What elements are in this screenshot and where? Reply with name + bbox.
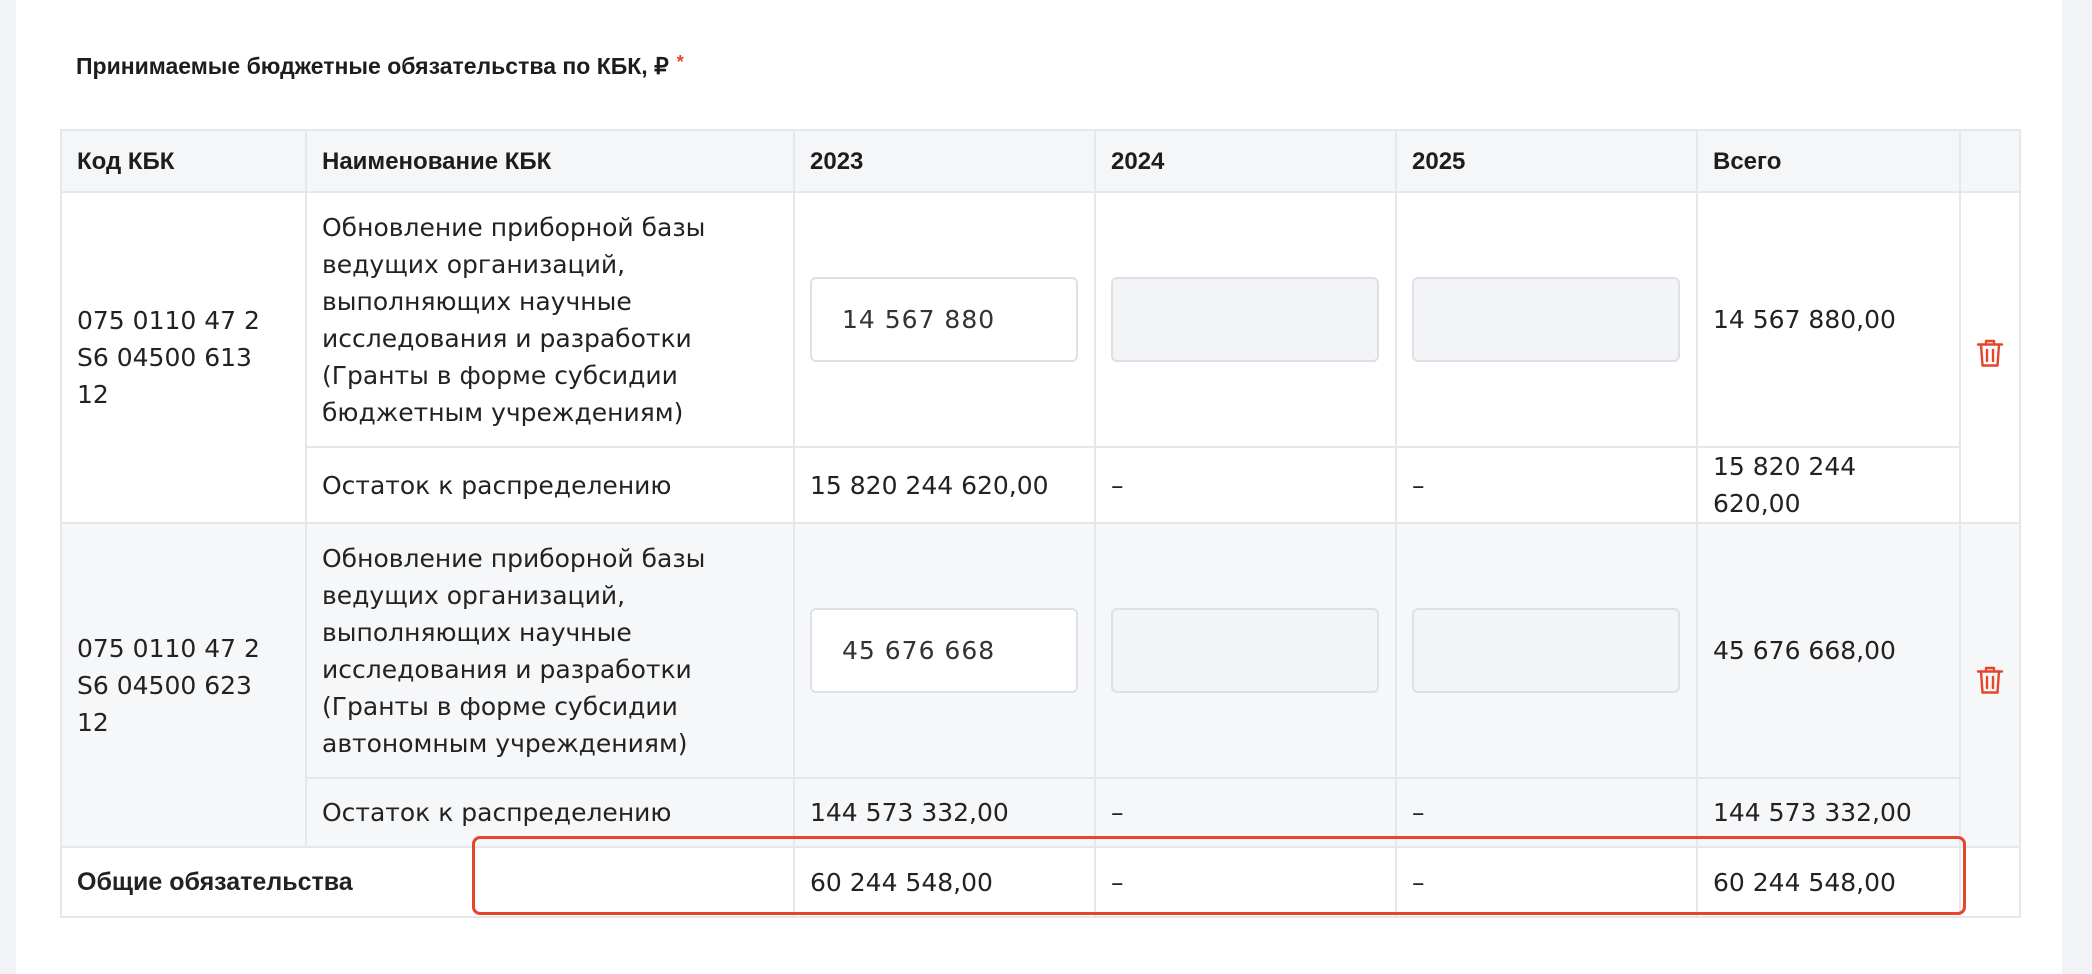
- header-2024: 2024: [1094, 129, 1397, 193]
- remainder-2023: 144 573 332,00: [793, 777, 1096, 848]
- header-name: Наименование КБК: [305, 129, 795, 193]
- trash-icon[interactable]: [1976, 338, 2004, 368]
- amount-2023-input[interactable]: 45 676 668: [810, 608, 1078, 693]
- remainder-row: Остаток к распределению 144 573 332,00 –…: [61, 777, 2020, 848]
- section-title-text: Принимаемые бюджетные обязательства по К…: [76, 53, 669, 79]
- total-actions-empty: [1959, 846, 2021, 918]
- kbk-name-cell: Обновление приборной базы ведущих органи…: [305, 522, 795, 779]
- section-title: Принимаемые бюджетные обязательства по К…: [76, 52, 684, 80]
- remainder-label: Остаток к распределению: [305, 446, 795, 524]
- row-actions-cell: [1959, 191, 2021, 524]
- amount-2024-input: [1111, 277, 1379, 362]
- remainder-total: 144 573 332,00: [1696, 777, 1961, 848]
- remainder-2025: –: [1395, 777, 1698, 848]
- amount-2023-cell: 45 676 668: [793, 522, 1096, 779]
- remainder-2024: –: [1094, 777, 1397, 848]
- amount-2025-cell: [1395, 191, 1698, 448]
- amount-2024-input: [1111, 608, 1379, 693]
- kbk-code-cell: 075 0110 47 2 S6 04500 623 12: [60, 522, 307, 848]
- amount-2025-cell: [1395, 522, 1698, 779]
- amount-2025-input: [1412, 608, 1680, 693]
- remainder-2025: –: [1395, 446, 1698, 524]
- table-row: 075 0110 47 2 S6 04500 623 12 Обновление…: [60, 522, 2021, 848]
- amount-2023-cell: 14 567 880: [793, 191, 1096, 448]
- remainder-total: 15 820 244 620,00: [1696, 446, 1961, 524]
- total-2023: 60 244 548,00: [793, 846, 1096, 918]
- kbk-name-cell: Обновление приборной базы ведущих органи…: [305, 191, 795, 448]
- remainder-2024: –: [1094, 446, 1397, 524]
- table-row: 075 0110 47 2 S6 04500 613 12 Обновление…: [60, 191, 2021, 524]
- header-total: Всего: [1696, 129, 1961, 193]
- table-header-row: Код КБК Наименование КБК 2023 2024 2025 …: [60, 129, 2021, 193]
- total-2024: –: [1094, 846, 1397, 918]
- required-mark: *: [676, 52, 684, 72]
- total-2025: –: [1395, 846, 1698, 918]
- header-2023: 2023: [793, 129, 1096, 193]
- row-total-cell: 14 567 880,00: [1696, 191, 1961, 448]
- remainder-label: Остаток к распределению: [305, 777, 795, 848]
- total-obligations-row: Общие обязательства 60 244 548,00 – – 60…: [60, 846, 2021, 918]
- total-obligations-label: Общие обязательства: [60, 846, 795, 918]
- remainder-2023: 15 820 244 620,00: [793, 446, 1096, 524]
- header-code: Код КБК: [60, 129, 307, 193]
- row-total-cell: 45 676 668,00: [1696, 522, 1961, 779]
- header-2025: 2025: [1395, 129, 1698, 193]
- amount-2023-input[interactable]: 14 567 880: [810, 277, 1078, 362]
- trash-icon[interactable]: [1976, 665, 2004, 695]
- kbk-code-cell: 075 0110 47 2 S6 04500 613 12: [60, 191, 307, 524]
- amount-2024-cell: [1094, 522, 1397, 779]
- total-all: 60 244 548,00: [1696, 846, 1961, 918]
- amount-2025-input: [1412, 277, 1680, 362]
- amount-2024-cell: [1094, 191, 1397, 448]
- remainder-row: Остаток к распределению 15 820 244 620,0…: [61, 446, 2020, 524]
- row-actions-cell: [1959, 522, 2021, 848]
- kbk-table: Код КБК Наименование КБК 2023 2024 2025 …: [60, 129, 2021, 918]
- header-actions: [1959, 129, 2021, 193]
